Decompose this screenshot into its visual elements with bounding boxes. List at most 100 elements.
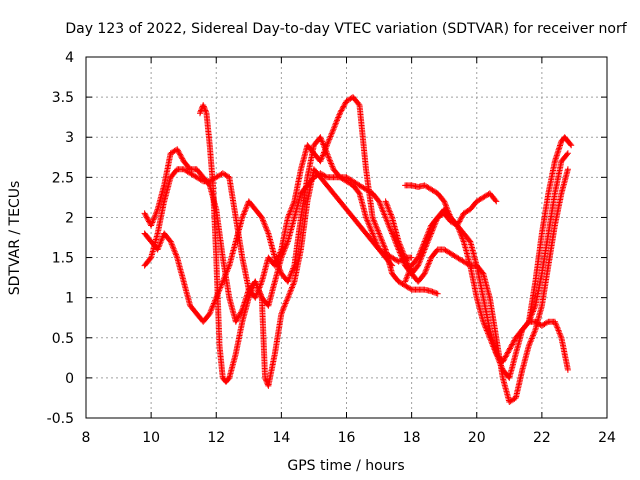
data-point bbox=[527, 338, 534, 345]
data-point bbox=[403, 274, 410, 281]
marks-layer bbox=[141, 94, 575, 405]
data-point bbox=[273, 257, 279, 264]
data-point bbox=[243, 204, 250, 211]
data-point bbox=[388, 261, 395, 268]
y-tick-label: -0.5 bbox=[47, 411, 74, 427]
data-point bbox=[174, 147, 181, 154]
data-point bbox=[507, 344, 514, 351]
data-point bbox=[319, 153, 326, 160]
data-point bbox=[283, 299, 290, 305]
data-point bbox=[423, 266, 430, 273]
data-point bbox=[415, 261, 422, 268]
data-point bbox=[171, 247, 178, 254]
data-point bbox=[404, 260, 411, 267]
data-point bbox=[382, 245, 388, 252]
data-point bbox=[364, 217, 371, 224]
data-point bbox=[337, 110, 343, 117]
data-point bbox=[380, 210, 387, 217]
data-point bbox=[339, 104, 346, 111]
data-point bbox=[403, 257, 410, 264]
data-point bbox=[465, 261, 472, 268]
data-point bbox=[151, 213, 158, 220]
y-tick-label: 0 bbox=[65, 371, 74, 387]
data-point bbox=[373, 224, 380, 231]
data-point bbox=[564, 151, 570, 158]
data-point bbox=[169, 242, 176, 249]
y-tick-label: 2.5 bbox=[52, 170, 74, 186]
data-point bbox=[322, 145, 329, 152]
data-point bbox=[564, 166, 571, 173]
data-point bbox=[283, 241, 290, 248]
data-point bbox=[458, 214, 465, 221]
data-point bbox=[568, 142, 575, 149]
grid-layer bbox=[86, 57, 607, 418]
y-tick-label: 1 bbox=[65, 291, 74, 307]
data-point bbox=[531, 304, 538, 311]
data-point bbox=[400, 250, 407, 257]
data-point bbox=[232, 318, 239, 325]
data-point bbox=[235, 313, 242, 320]
data-point bbox=[417, 248, 424, 255]
data-point bbox=[493, 352, 500, 359]
data-point bbox=[426, 258, 433, 265]
data-point bbox=[434, 290, 441, 297]
data-point bbox=[209, 303, 216, 310]
data-point bbox=[443, 202, 449, 209]
data-point bbox=[261, 220, 268, 227]
y-axis-label: SDTVAR / TECUs bbox=[7, 181, 23, 296]
data-point bbox=[225, 264, 232, 270]
chart-title: Day 123 of 2022, Sidereal Day-to-day VTE… bbox=[65, 21, 627, 37]
data-point bbox=[564, 150, 571, 157]
data-point bbox=[379, 237, 385, 244]
data-point bbox=[390, 234, 397, 241]
data-point bbox=[271, 254, 278, 261]
data-point bbox=[318, 156, 324, 163]
data-point bbox=[239, 214, 246, 221]
data-point bbox=[355, 189, 362, 196]
data-point bbox=[277, 267, 284, 274]
series-s3 bbox=[141, 134, 396, 325]
data-point bbox=[248, 288, 255, 295]
data-point bbox=[257, 290, 264, 297]
x-tick-label: 24 bbox=[598, 430, 616, 446]
data-point bbox=[386, 207, 393, 214]
data-point bbox=[278, 310, 285, 317]
data-point bbox=[374, 227, 381, 234]
data-point bbox=[219, 278, 226, 285]
data-point bbox=[564, 366, 571, 373]
data-point bbox=[408, 254, 415, 261]
series-s9 bbox=[525, 134, 575, 325]
data-point bbox=[334, 117, 340, 124]
data-point bbox=[379, 207, 386, 214]
data-point bbox=[567, 141, 574, 148]
data-point bbox=[221, 274, 228, 281]
data-point bbox=[260, 217, 266, 224]
data-point bbox=[422, 269, 429, 276]
data-point bbox=[466, 237, 473, 244]
data-point bbox=[331, 124, 338, 131]
data-point bbox=[222, 271, 229, 278]
data-point bbox=[529, 334, 536, 340]
x-tick-label: 16 bbox=[338, 430, 356, 446]
data-point bbox=[329, 129, 336, 136]
x-tick-label: 14 bbox=[272, 430, 290, 446]
data-point bbox=[280, 248, 287, 255]
data-point bbox=[143, 213, 150, 220]
data-point bbox=[365, 220, 372, 227]
data-point bbox=[326, 157, 333, 164]
data-point bbox=[326, 136, 333, 143]
data-point bbox=[377, 234, 384, 241]
data-point bbox=[157, 239, 164, 246]
x-axis-label: GPS time / hours bbox=[287, 458, 404, 474]
data-point bbox=[336, 111, 343, 118]
data-point bbox=[405, 271, 412, 278]
data-point bbox=[526, 341, 533, 348]
data-point bbox=[328, 160, 335, 167]
data-point bbox=[264, 227, 271, 234]
data-point bbox=[384, 220, 391, 227]
data-point bbox=[284, 214, 291, 221]
data-point bbox=[235, 314, 241, 321]
data-point bbox=[482, 324, 489, 331]
data-point bbox=[419, 244, 426, 251]
data-point bbox=[254, 284, 261, 291]
